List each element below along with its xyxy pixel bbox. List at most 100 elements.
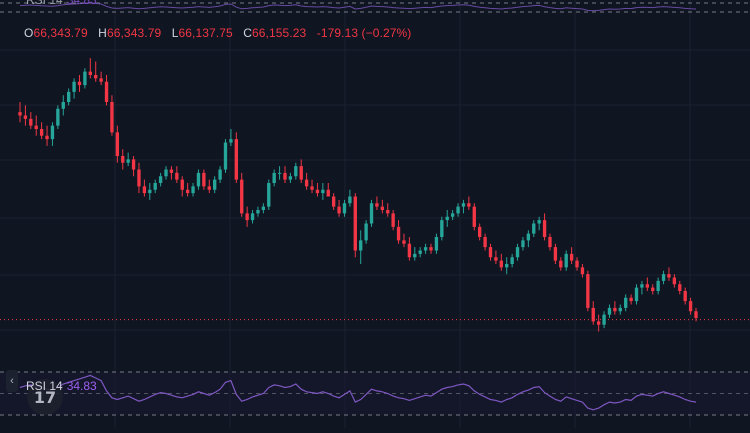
candle-body xyxy=(299,166,303,180)
candle xyxy=(359,230,363,264)
candle-body xyxy=(256,210,260,214)
candle xyxy=(369,199,374,227)
candle xyxy=(158,172,163,187)
candle xyxy=(596,314,601,332)
candle-body xyxy=(478,226,482,237)
candle xyxy=(283,166,287,183)
candle-body xyxy=(207,186,211,190)
candle-body xyxy=(515,247,520,258)
candle-body xyxy=(142,186,147,194)
candle xyxy=(315,183,320,197)
candle-body xyxy=(153,183,157,190)
candle xyxy=(602,311,606,329)
candle-body xyxy=(234,139,238,180)
candle-body xyxy=(288,176,293,180)
candle-body xyxy=(23,115,28,119)
candle xyxy=(61,95,65,116)
candle xyxy=(256,206,260,217)
rsi-top-name: RSI 14 xyxy=(26,0,63,7)
candle xyxy=(321,183,325,200)
candle-body xyxy=(694,311,698,318)
rsi-top-value: 34.83 xyxy=(66,0,97,7)
close-value: 66,155.23 xyxy=(251,26,307,40)
candle-body xyxy=(148,189,152,194)
candle xyxy=(261,203,266,214)
candle xyxy=(445,210,449,227)
candle-body xyxy=(88,71,92,75)
tradingview-logo-icon[interactable]: 17 xyxy=(27,379,63,415)
candle-body xyxy=(672,277,677,285)
candle xyxy=(467,196,471,210)
candle xyxy=(483,233,487,251)
candle xyxy=(478,223,482,241)
candle xyxy=(250,210,255,224)
high-key: H xyxy=(98,26,107,40)
candle xyxy=(429,243,433,254)
candle-body xyxy=(564,253,568,268)
candle xyxy=(72,78,76,99)
candle-body xyxy=(158,176,163,183)
candle xyxy=(651,284,655,295)
candle xyxy=(488,243,493,261)
candle xyxy=(559,257,563,271)
candle-body xyxy=(532,223,536,234)
candle-body xyxy=(645,284,650,288)
candle xyxy=(564,250,568,271)
candle xyxy=(175,166,179,183)
candle-body xyxy=(229,139,233,143)
candle-body xyxy=(83,71,87,86)
candle xyxy=(213,176,217,194)
candle xyxy=(83,68,87,89)
open-value: 66,343.79 xyxy=(33,26,88,40)
candle xyxy=(607,304,612,318)
candle-body xyxy=(331,196,336,207)
candle-body xyxy=(624,297,628,308)
candle xyxy=(656,277,660,295)
candle xyxy=(396,220,401,244)
candle-body xyxy=(505,264,509,268)
candle-body xyxy=(283,172,287,180)
high-value: 66,343.79 xyxy=(106,26,162,40)
candle xyxy=(672,274,677,288)
candle-body xyxy=(364,223,368,241)
rsi-top-path xyxy=(19,2,697,12)
candle-body xyxy=(137,169,141,187)
candle xyxy=(99,71,103,86)
candle-body xyxy=(661,274,666,281)
candle-body xyxy=(304,179,309,187)
low-value: 66,137.75 xyxy=(178,26,233,40)
candle xyxy=(375,196,379,210)
candle xyxy=(18,102,22,123)
candle xyxy=(624,294,628,312)
candle-body xyxy=(418,250,422,254)
candle xyxy=(126,152,130,167)
candle xyxy=(537,216,541,231)
candle-body xyxy=(110,102,114,133)
chevron-left-icon[interactable]: ‹ xyxy=(6,370,18,392)
candle xyxy=(229,129,233,146)
candle-body xyxy=(548,237,552,248)
candle-body xyxy=(629,297,633,302)
candle xyxy=(34,115,38,136)
candle-body xyxy=(115,132,120,156)
rsi-path xyxy=(19,374,697,411)
rsi-value: 34.83 xyxy=(66,379,97,393)
candle-body xyxy=(586,274,590,308)
candle xyxy=(131,156,136,177)
candle-body xyxy=(386,210,390,214)
candle-body xyxy=(683,291,687,302)
candle xyxy=(137,162,141,194)
candle-body xyxy=(353,196,357,251)
candle xyxy=(348,189,352,207)
candle-body xyxy=(688,301,693,312)
candles xyxy=(18,58,698,332)
candle xyxy=(450,210,455,221)
candle-body xyxy=(499,260,503,268)
candle xyxy=(553,243,558,264)
candle xyxy=(185,183,190,197)
candle-body xyxy=(678,284,682,291)
candle-body xyxy=(326,189,330,197)
candle xyxy=(494,250,498,264)
